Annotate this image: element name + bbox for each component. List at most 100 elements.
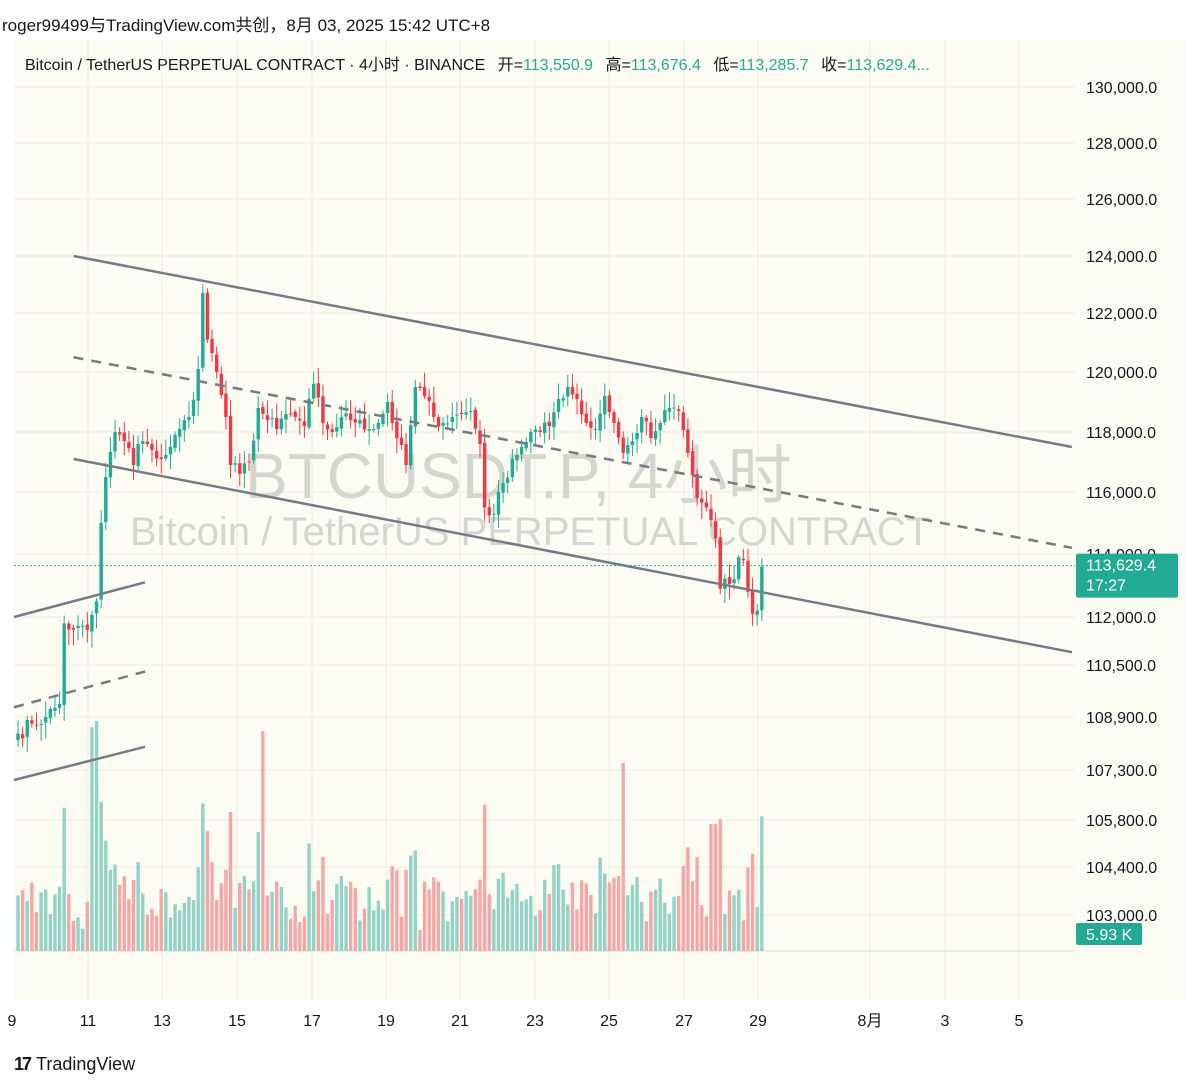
candle-body bbox=[700, 498, 704, 503]
candle-body bbox=[464, 412, 468, 415]
candle-body bbox=[85, 624, 89, 630]
chart-area[interactable] bbox=[14, 40, 1186, 1000]
volume-bar bbox=[663, 902, 667, 951]
volume-bar bbox=[593, 913, 598, 951]
candle-body bbox=[667, 408, 672, 412]
volume-bar bbox=[501, 872, 505, 951]
candle-body bbox=[395, 421, 399, 438]
legend-low-label: 低= bbox=[713, 57, 739, 74]
candle-body bbox=[141, 441, 145, 444]
volume-bar bbox=[16, 895, 20, 951]
volume-bar bbox=[321, 856, 325, 951]
volume-bar bbox=[584, 883, 588, 951]
volume-bar bbox=[344, 886, 348, 951]
candle-body bbox=[127, 442, 131, 449]
candle-body bbox=[510, 459, 515, 478]
volume-bar bbox=[150, 908, 154, 951]
candle-body bbox=[482, 442, 487, 508]
x-tick-label: 29 bbox=[749, 1013, 767, 1030]
candle-body bbox=[441, 423, 445, 426]
last-price-value: 113,629.4 bbox=[1086, 558, 1156, 575]
candle-body bbox=[561, 398, 565, 401]
volume-bar bbox=[127, 899, 131, 951]
legend-close-label: 收= bbox=[821, 57, 847, 74]
volume-bar bbox=[690, 881, 695, 951]
volume-bar bbox=[713, 823, 718, 951]
channel-trendline bbox=[73, 254, 1073, 449]
volume-bar bbox=[131, 879, 136, 951]
candle-body bbox=[459, 412, 464, 414]
candle-body bbox=[201, 293, 205, 368]
legend-high-label: 高= bbox=[605, 57, 631, 74]
volume-bar bbox=[676, 896, 681, 951]
candle-body bbox=[20, 734, 25, 739]
volume-bar bbox=[649, 891, 653, 951]
channel-trendline bbox=[13, 581, 146, 619]
author-date-caption: roger99499与TradingView.com共创，8月 03, 2025… bbox=[2, 16, 491, 35]
legend-symbol: Bitcoin / TetherUS PERPETUAL CONTRACT · … bbox=[25, 57, 486, 74]
candle-body bbox=[695, 473, 699, 499]
volume-bar bbox=[325, 913, 330, 951]
channel-trendline bbox=[73, 457, 1073, 654]
candle-body bbox=[325, 424, 330, 430]
volume-bar bbox=[630, 884, 635, 951]
volume-bar bbox=[358, 920, 362, 951]
candle-body bbox=[205, 292, 210, 340]
volume-bar bbox=[311, 891, 316, 951]
candle-body bbox=[612, 412, 616, 423]
volume-bar bbox=[113, 864, 117, 951]
volume-bar bbox=[644, 921, 649, 951]
candle-body bbox=[104, 477, 108, 523]
candle-body bbox=[413, 387, 418, 427]
candle-body bbox=[755, 610, 759, 616]
y-tick-label: 108,900.0 bbox=[1086, 710, 1157, 727]
candle-body bbox=[492, 513, 496, 515]
candle-body bbox=[154, 450, 159, 459]
volume-bar bbox=[399, 916, 404, 951]
volume-bar bbox=[658, 878, 662, 951]
volume-bar bbox=[519, 901, 524, 951]
candle-body bbox=[39, 724, 43, 726]
candle-body bbox=[713, 521, 718, 539]
volume-bar bbox=[598, 857, 602, 951]
volume-bar bbox=[256, 832, 260, 951]
candle-body bbox=[284, 414, 288, 420]
x-tick-label: 9 bbox=[8, 1013, 17, 1030]
volume-bar bbox=[108, 869, 113, 951]
volume-bar bbox=[455, 896, 459, 951]
volume-bar bbox=[242, 876, 247, 951]
tradingview-logo[interactable]: 17 TradingView bbox=[14, 1054, 135, 1075]
candle-body bbox=[48, 708, 53, 718]
volume-bar bbox=[214, 899, 219, 951]
x-tick-label: 27 bbox=[675, 1013, 693, 1030]
legend-open-value: 113,550.9 bbox=[523, 57, 594, 74]
volume-bar bbox=[529, 895, 533, 951]
volume-bar bbox=[681, 865, 685, 951]
candle-body bbox=[570, 386, 575, 395]
candle-body bbox=[418, 386, 422, 389]
candle-body bbox=[191, 399, 196, 417]
y-tick-label: 118,000.0 bbox=[1086, 425, 1156, 442]
candlestick-chart[interactable]: 9 11 13 15 17 19 21 23 25 27 29 8月 3 5 BTCUSDT.P, 4小时 B… bbox=[0, 0, 1200, 1040]
candle-body bbox=[99, 523, 103, 600]
volume-bar bbox=[579, 880, 584, 951]
volume-bar bbox=[251, 881, 256, 951]
candle-body bbox=[168, 447, 173, 455]
candle-body bbox=[344, 413, 348, 417]
volume-bar bbox=[376, 900, 381, 951]
volume-bar bbox=[616, 876, 621, 951]
candle-body bbox=[501, 483, 505, 493]
volume-bar bbox=[265, 895, 270, 951]
candle-body bbox=[603, 396, 607, 415]
volume-bar bbox=[381, 909, 385, 951]
legend-low-value: 113,285.7 bbox=[738, 57, 809, 74]
x-tick-label: 17 bbox=[303, 1013, 321, 1030]
candle-body bbox=[506, 477, 510, 483]
candle-body bbox=[34, 724, 39, 726]
footer bbox=[0, 1040, 1200, 1089]
candle-body bbox=[556, 399, 561, 412]
x-tick-label: 23 bbox=[526, 1013, 544, 1030]
volume-bar bbox=[487, 894, 491, 951]
volume-bar bbox=[261, 731, 265, 951]
candle-body bbox=[339, 417, 344, 429]
